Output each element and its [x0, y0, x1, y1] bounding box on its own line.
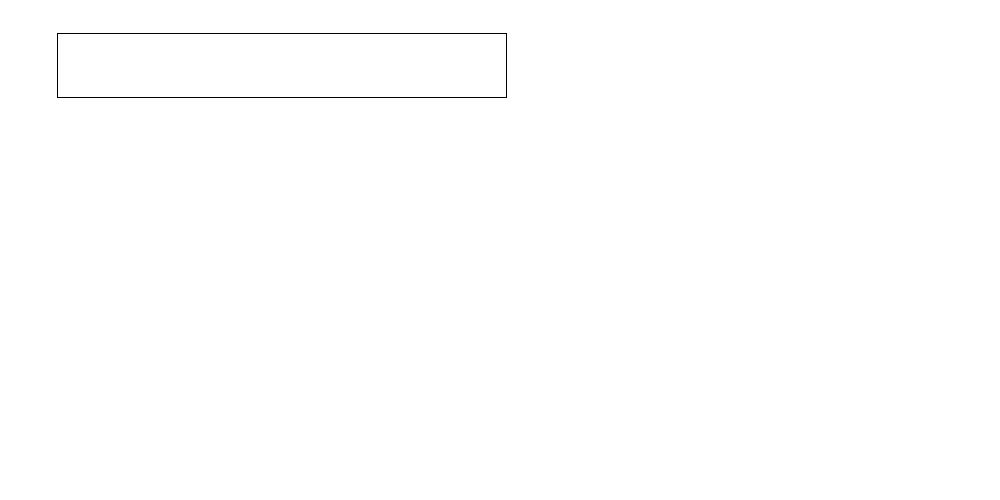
y-tick-label-0 — [0, 238, 41, 256]
y-tick-label-2 — [0, 126, 41, 144]
y-tick-label-n2 — [0, 349, 41, 367]
y-tick-label-1 — [0, 182, 41, 200]
y-tick-label-3 — [0, 70, 41, 88]
y-tick-label-4 — [0, 14, 41, 32]
y-tick-label-n4 — [0, 461, 41, 479]
y-tick-label-n3 — [0, 405, 41, 423]
y-tick-label-n1 — [0, 293, 41, 311]
legend — [57, 33, 507, 98]
